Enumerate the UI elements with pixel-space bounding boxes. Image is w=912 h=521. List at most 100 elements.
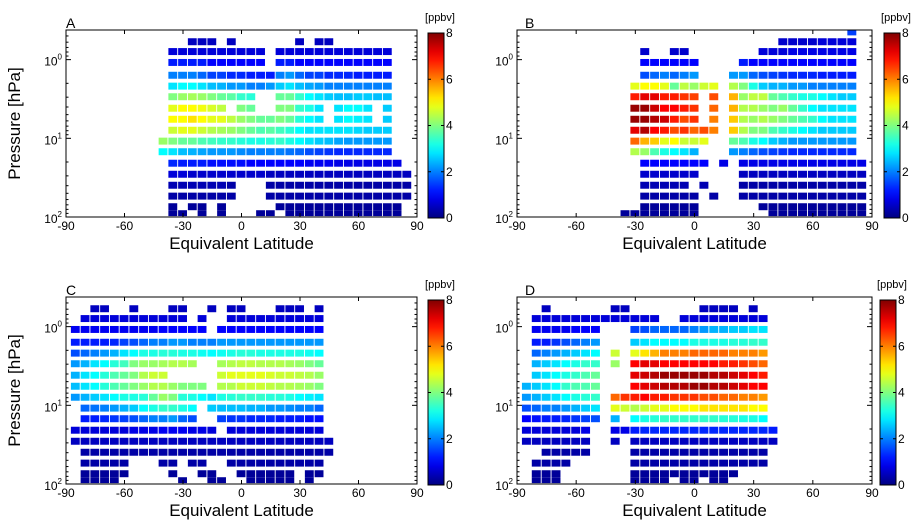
- heatmap-cells-b: [620, 30, 867, 217]
- x-tick-label: 30: [293, 486, 307, 500]
- heat-cell: [285, 104, 295, 112]
- heat-cell: [217, 159, 226, 167]
- heat-cell: [178, 349, 187, 357]
- heat-cell: [738, 170, 748, 178]
- x-tick-label: 90: [410, 486, 424, 500]
- heat-cell: [650, 349, 660, 357]
- heat-cell: [669, 459, 679, 467]
- heat-cell: [541, 459, 551, 467]
- heat-cell: [314, 360, 324, 368]
- heat-cell: [689, 349, 699, 357]
- heat-cell: [581, 415, 591, 423]
- heat-cell: [265, 459, 275, 467]
- heat-cell: [187, 115, 197, 123]
- heat-cell: [187, 71, 197, 79]
- heat-cell: [265, 360, 275, 368]
- heat-cell: [314, 371, 324, 379]
- heat-cell: [100, 437, 109, 445]
- heat-cell: [285, 437, 295, 445]
- heat-cell: [541, 315, 551, 323]
- heat-cell: [158, 325, 168, 333]
- heat-cell: [679, 404, 689, 412]
- x-tick-label: 0: [691, 219, 698, 233]
- heat-cell: [719, 448, 729, 456]
- heat-cell: [807, 137, 817, 145]
- heat-cell: [709, 470, 719, 478]
- heat-cell: [246, 159, 256, 167]
- heat-cell: [738, 71, 748, 79]
- heat-cell: [256, 315, 265, 323]
- heat-cell: [139, 349, 148, 357]
- heat-cell: [275, 349, 285, 357]
- heat-cell: [650, 437, 660, 445]
- heat-cell: [324, 71, 334, 79]
- heat-cell: [778, 115, 788, 123]
- heat-cell: [689, 404, 699, 412]
- heat-cell: [768, 437, 778, 445]
- heat-cell: [178, 393, 187, 401]
- heat-cell: [119, 426, 129, 434]
- plot-area-a: [66, 30, 417, 217]
- heat-cell: [343, 104, 353, 112]
- heat-cell: [748, 360, 758, 368]
- heat-cell: [275, 71, 285, 79]
- heat-cell: [100, 426, 109, 434]
- heat-cell: [650, 203, 660, 211]
- heat-cell: [217, 181, 226, 189]
- heat-cell: [197, 203, 207, 211]
- heat-cell: [295, 192, 304, 200]
- heat-cell: [709, 426, 719, 434]
- heat-cell: [729, 426, 738, 434]
- heat-cell: [699, 448, 709, 456]
- heat-cell: [729, 437, 738, 445]
- heat-cell: [748, 315, 758, 323]
- heat-cell: [788, 148, 798, 156]
- heat-cell: [80, 349, 90, 357]
- heat-cell: [80, 477, 90, 484]
- heat-cell: [699, 426, 709, 434]
- heat-cell: [178, 382, 187, 390]
- heat-cell: [807, 159, 817, 167]
- colorbar-label: [ppbv]: [425, 12, 455, 24]
- heat-cell: [304, 415, 314, 423]
- heat-cell: [129, 415, 139, 423]
- heat-cell: [847, 71, 857, 79]
- heat-cell: [630, 470, 640, 478]
- heat-cell: [246, 393, 256, 401]
- heat-cell: [226, 159, 236, 167]
- heat-cell: [817, 192, 827, 200]
- heat-cell: [373, 159, 382, 167]
- heat-cell: [650, 170, 660, 178]
- heat-cell: [90, 448, 100, 456]
- heat-cell: [217, 393, 226, 401]
- heat-cell: [197, 192, 207, 200]
- heat-cell: [207, 38, 217, 46]
- heat-cell: [738, 349, 748, 357]
- heat-cell: [847, 30, 857, 36]
- heat-cell: [699, 82, 709, 90]
- heat-cell: [334, 148, 343, 156]
- heat-cell: [70, 426, 80, 434]
- colorbar-tick-label: 2: [446, 432, 453, 446]
- heat-cell: [217, 104, 226, 112]
- heat-cell: [679, 210, 689, 217]
- heat-cell: [158, 148, 168, 156]
- heat-cell: [679, 477, 689, 484]
- heat-cell: [650, 404, 660, 412]
- heat-cell: [669, 71, 679, 79]
- heat-cell: [314, 159, 324, 167]
- heat-cell: [285, 126, 295, 134]
- heat-cell: [334, 93, 343, 101]
- heat-cell: [659, 470, 669, 478]
- heat-cell: [679, 360, 689, 368]
- heat-cell: [561, 315, 571, 323]
- heat-cell: [295, 181, 304, 189]
- heat-cell: [207, 192, 217, 200]
- heat-cell: [373, 148, 382, 156]
- heat-cell: [650, 58, 660, 66]
- heat-cell: [669, 58, 679, 66]
- heat-cell: [265, 393, 275, 401]
- heat-cell: [246, 415, 256, 423]
- heat-cell: [80, 393, 90, 401]
- heat-cell: [236, 360, 246, 368]
